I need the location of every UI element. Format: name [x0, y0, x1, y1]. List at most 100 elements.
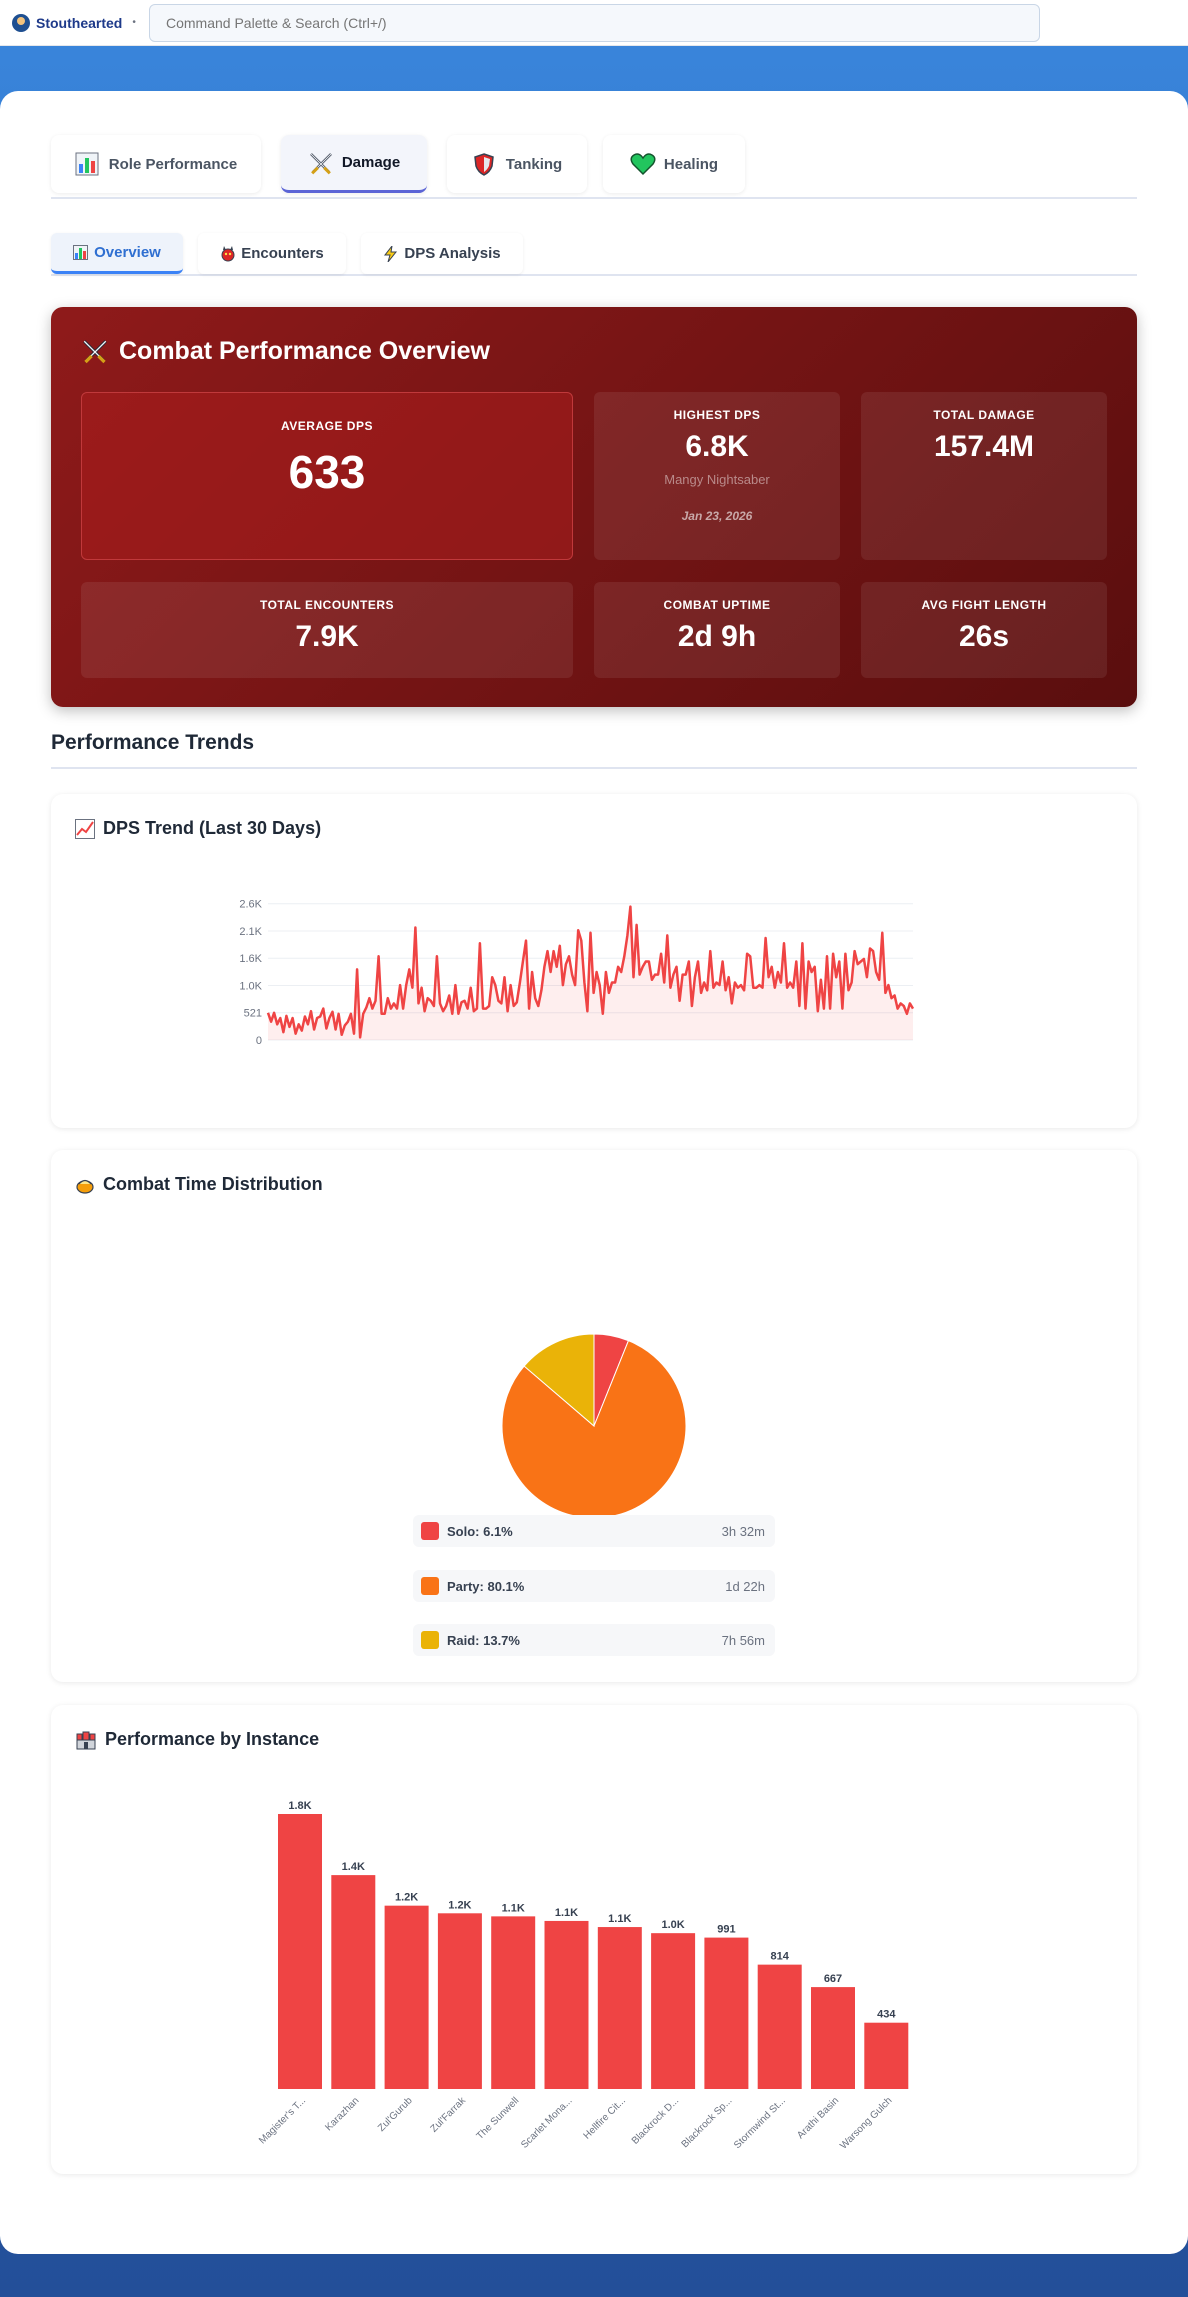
legend-swatch: [421, 1522, 439, 1540]
bar: [544, 1920, 589, 2089]
legend-label: Solo: 6.1%: [447, 1523, 513, 1539]
combat-time-card: Combat Time Distribution Solo: 6.1% 3h 32…: [51, 1150, 1137, 1682]
x-tick-label: Magister's T...: [257, 2095, 308, 2146]
y-tick-label: 2.6K: [239, 899, 262, 911]
sub-tabs: Overview Encounters DPS Analysis: [51, 233, 1137, 276]
bar-chart-icon: [73, 244, 89, 260]
y-tick-label: 2.1K: [239, 926, 262, 938]
search-input[interactable]: [149, 4, 1040, 42]
shield-icon: [472, 152, 496, 176]
x-tick-label: Zul'Gurub: [376, 2095, 415, 2134]
tab-damage[interactable]: Damage: [281, 135, 427, 193]
x-tick-label: Karazhan: [323, 2095, 361, 2133]
instance-bar-chart: 1.8K Magister's T... 1.4K Karazhan 1.2K Zul'G…: [257, 1800, 909, 2152]
stat-label: TOTAL ENCOUNTERS: [259, 598, 394, 612]
bar-data-label: 1.0K: [661, 1919, 684, 1931]
instance-performance-card: Performance by Instance 1.8K Magister's T…: [51, 1705, 1137, 2174]
tab-encounters[interactable]: Encounters: [198, 233, 346, 274]
stat-combat-uptime: COMBAT UPTIME 2d 9h: [594, 582, 840, 678]
crossed-swords-icon: [308, 151, 332, 175]
main-panel: Role Performance Damage Tanking Healing: [0, 91, 1188, 2254]
bar: [331, 1875, 376, 2089]
combat-time-pie-chart: [501, 1333, 687, 1519]
bar: [437, 1913, 482, 2089]
stat-label: HIGHEST DPS: [673, 408, 761, 422]
bar: [704, 1937, 749, 2089]
dps-series-line: [266, 905, 915, 1039]
tab-label: Healing: [663, 155, 719, 173]
pie-slice-raid: [523, 1333, 595, 1428]
castle-icon: [75, 1730, 97, 1750]
bar-data-label: 434: [877, 2009, 896, 2021]
legend-item-party: Party: 80.1% 1d 22h: [413, 1570, 775, 1602]
bar-data-label: 991: [717, 1924, 735, 1936]
x-tick-label: Hellfire Cit...: [582, 2095, 628, 2141]
legend-duration: 1d 22h: [725, 1578, 765, 1594]
tab-dps-analysis[interactable]: DPS Analysis: [361, 233, 523, 274]
x-tick-label: Arathi Basin: [795, 2095, 841, 2141]
bar-data-label: 1.1K: [555, 1907, 578, 1919]
card-title: Performance by Instance: [75, 1729, 319, 1750]
legend-item-solo: Solo: 6.1% 3h 32m: [413, 1515, 775, 1547]
card-title-text: Combat Time Distribution: [103, 1174, 323, 1194]
demon-icon: [220, 246, 235, 262]
tab-label: Tanking: [505, 155, 563, 173]
stat-total-damage: TOTAL DAMAGE 157.4M: [861, 392, 1107, 560]
role-tabs: Role Performance Damage Tanking Healing: [51, 135, 1137, 199]
dps-trend-chart: 0 521 1.0K 1.6K 2.1K 2.6K: [239, 899, 915, 1047]
bar: [651, 1933, 696, 2089]
stat-label: TOTAL DAMAGE: [933, 408, 1035, 422]
stat-highest-dps: HIGHEST DPS 6.8K Mangy Nightsaber Jan 23…: [594, 392, 840, 560]
brand-dot: •: [132, 17, 136, 28]
timer-icon: [75, 1175, 95, 1195]
crossed-swords-icon: [81, 338, 109, 366]
stat-label: AVG FIGHT LENGTH: [921, 598, 1047, 612]
bar: [278, 1814, 322, 2089]
bar-data-label: 1.1K: [502, 1902, 525, 1914]
bar-data-label: 1.2K: [448, 1899, 471, 1911]
tab-label: Damage: [341, 154, 401, 171]
legend-label: Party: 80.1%: [447, 1578, 525, 1594]
card-title: DPS Trend (Last 30 Days): [75, 818, 321, 839]
brand[interactable]: Stouthearted •: [12, 13, 136, 32]
stat-value: 6.8K: [685, 430, 749, 463]
stat-avg-fight-length: AVG FIGHT LENGTH 26s: [861, 582, 1107, 678]
brand-name: Stouthearted: [36, 14, 123, 31]
x-tick-label: Warsong Gulch: [838, 2095, 894, 2151]
stat-value: 26s: [958, 620, 1010, 653]
y-tick-label: 1.6K: [239, 953, 262, 965]
x-tick-label: Blackrock D...: [630, 2095, 681, 2146]
overview-title: Combat Performance Overview: [81, 337, 490, 366]
tab-label: Overview: [94, 243, 161, 261]
bar: [757, 1964, 802, 2089]
x-tick-label: Blackrock Sp...: [680, 2095, 735, 2150]
combat-overview-panel: Combat Performance Overview AVERAGE DPS …: [51, 307, 1137, 707]
tab-label: DPS Analysis: [404, 245, 501, 262]
legend-item-raid: Raid: 13.7% 7h 56m: [413, 1624, 775, 1656]
bar: [491, 1916, 536, 2089]
tab-overview[interactable]: Overview: [51, 233, 183, 274]
dps-trend-card: DPS Trend (Last 30 Days) 0 521 1.0K 1.6K 2.1…: [51, 794, 1137, 1128]
bar-chart-icon: [75, 152, 99, 176]
x-tick-label: Zul'Farrak: [429, 2095, 469, 2135]
legend-duration: 3h 32m: [721, 1523, 765, 1539]
bar-data-label: 1.4K: [342, 1861, 365, 1873]
x-tick-label: Scarlet Mona...: [519, 2095, 574, 2150]
legend-swatch: [421, 1631, 439, 1649]
tab-role-performance[interactable]: Role Performance: [51, 135, 261, 193]
stat-value: 2d 9h: [677, 620, 757, 653]
stat-value: 633: [288, 446, 366, 498]
y-tick-label: 521: [244, 1008, 262, 1020]
bar: [384, 1905, 429, 2089]
y-tick-label: 0: [256, 1035, 262, 1047]
bar-data-label: 667: [824, 1973, 842, 1985]
stat-label: AVERAGE DPS: [281, 419, 373, 433]
card-title-text: DPS Trend (Last 30 Days): [103, 818, 322, 838]
tab-healing[interactable]: Healing: [603, 135, 745, 193]
bar-data-label: 1.8K: [288, 1800, 311, 1812]
section-title-performance-trends: Performance Trends: [51, 731, 1137, 769]
dps-area: [268, 906, 913, 1040]
tab-tanking[interactable]: Tanking: [447, 135, 587, 193]
bar-data-label: 1.1K: [608, 1913, 631, 1925]
brand-logo-icon: [12, 13, 30, 32]
